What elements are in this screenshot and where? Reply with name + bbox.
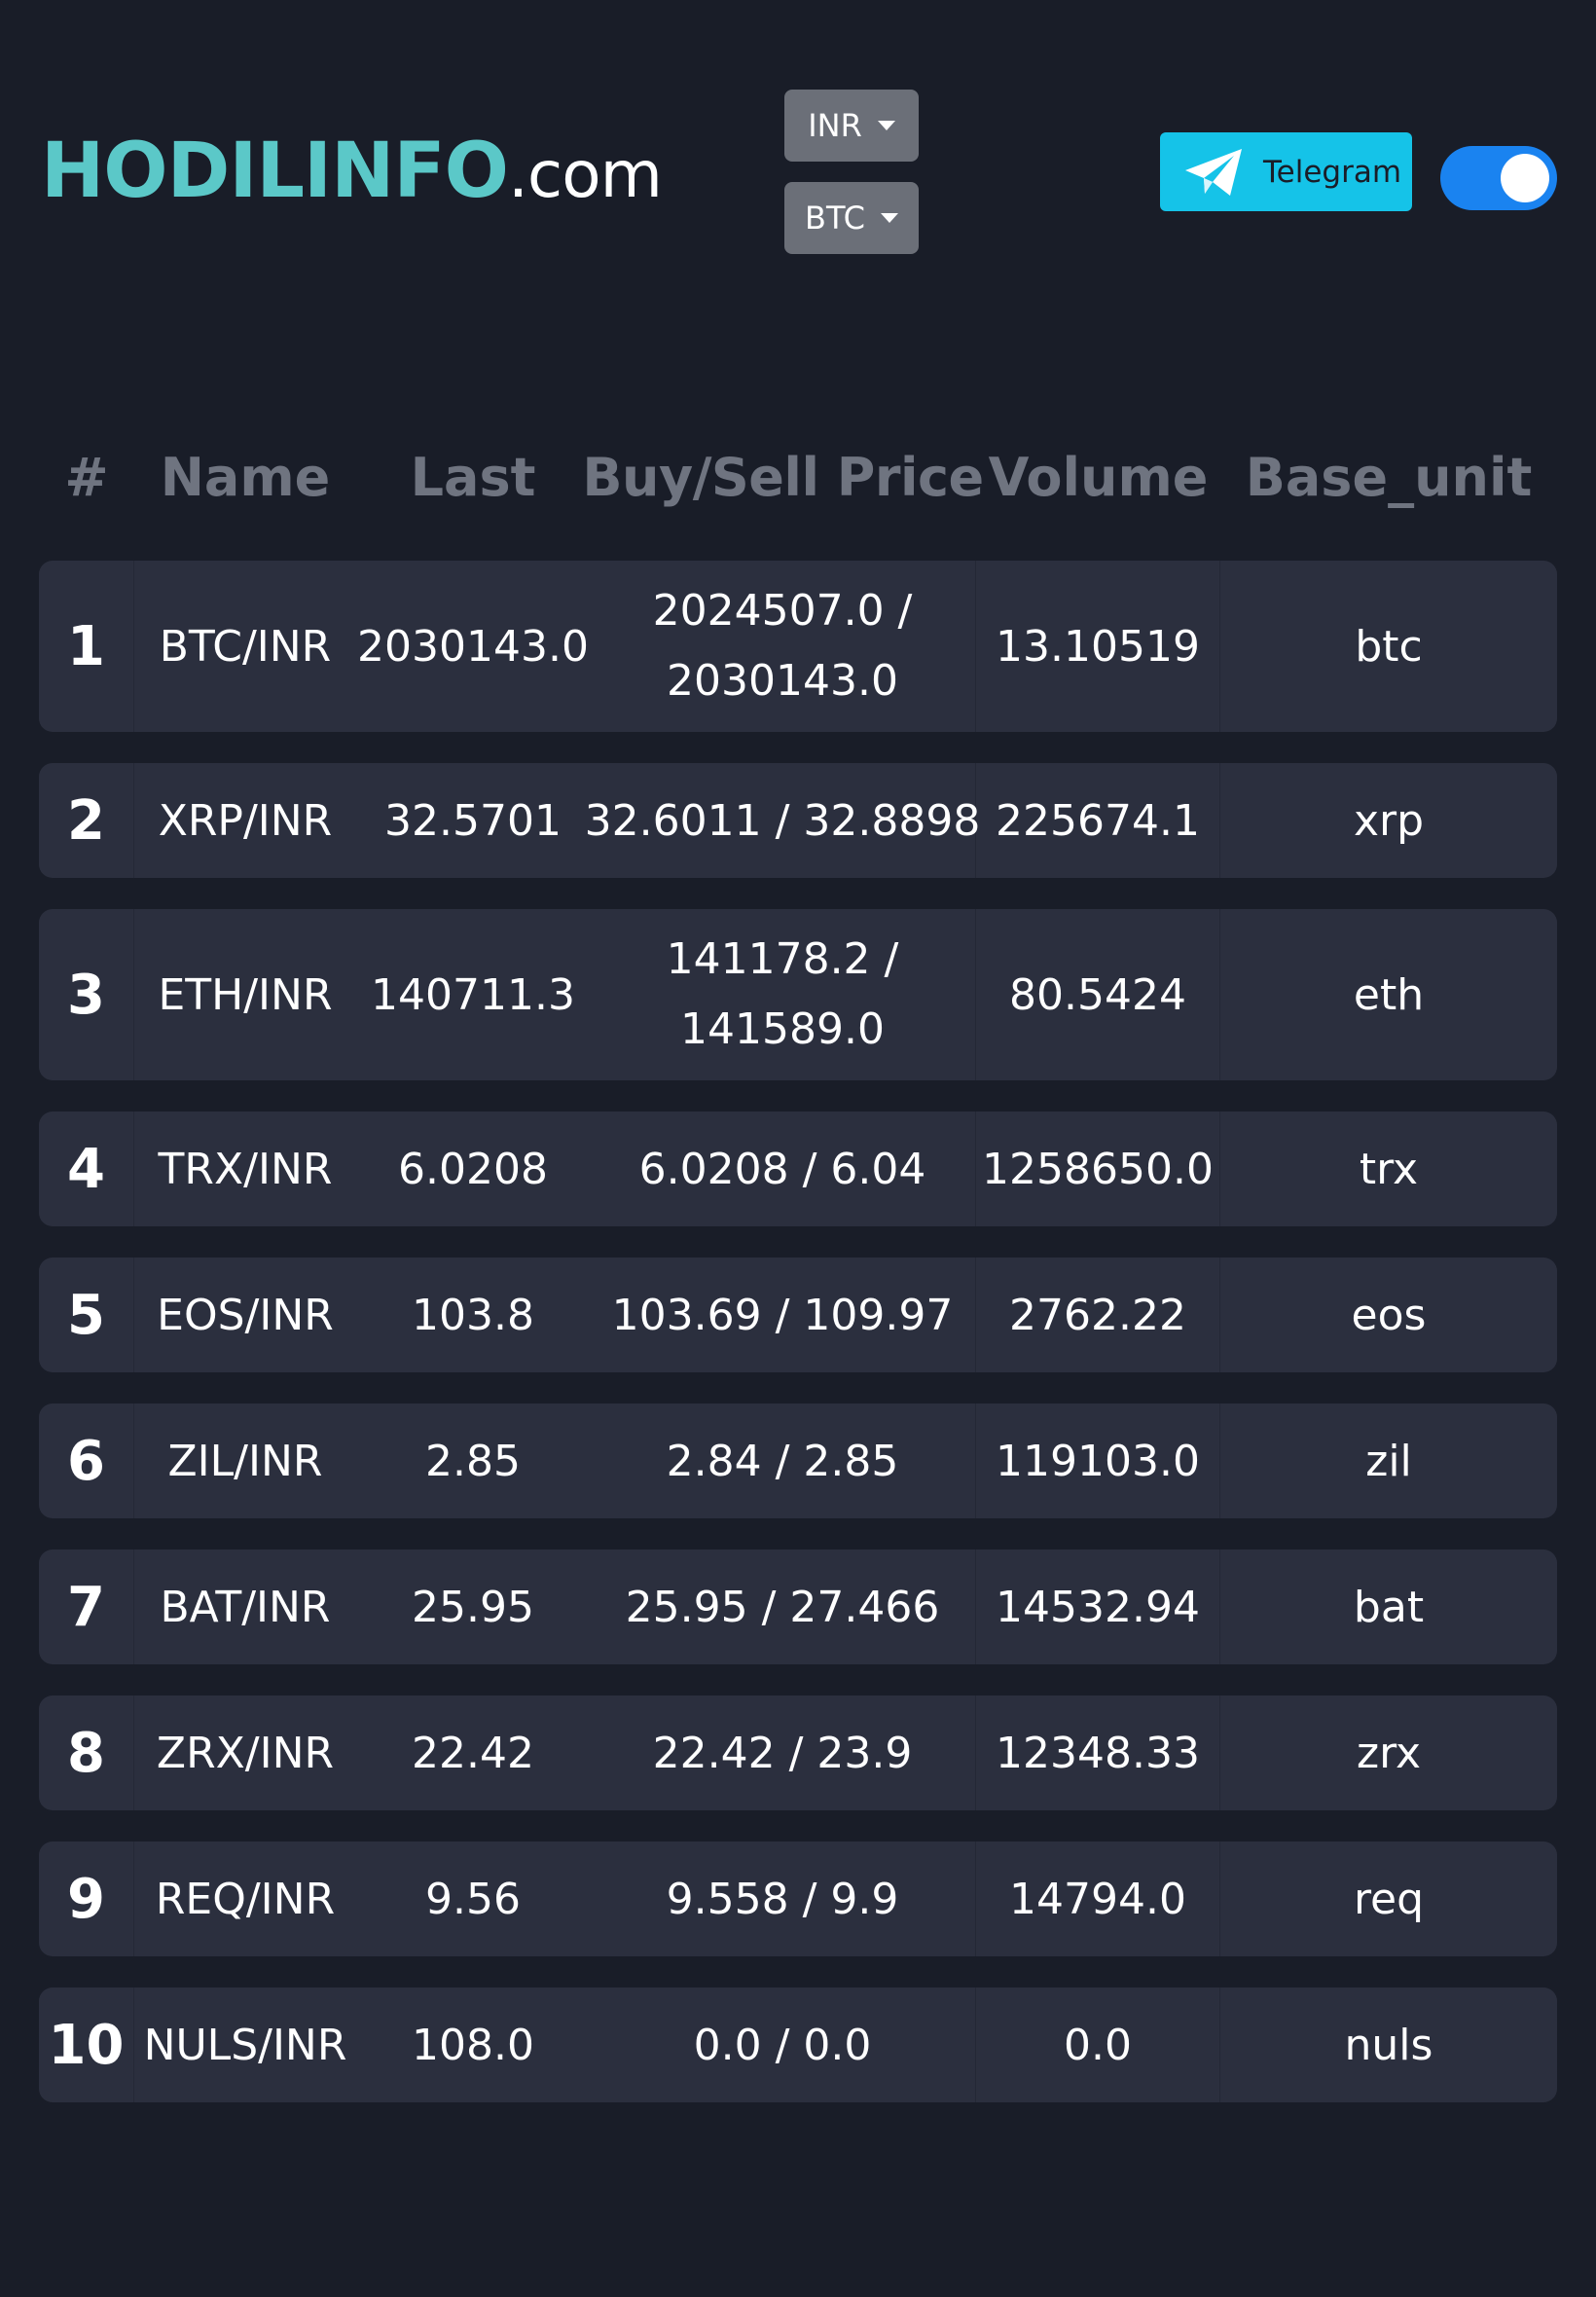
row-name: NULS/INR [143, 2020, 347, 2070]
column-header-name: Name [160, 446, 331, 508]
brand-domain: .com [507, 137, 663, 212]
row-base-unit: eth [1353, 969, 1425, 1020]
row-base-unit: eos [1351, 1290, 1427, 1340]
row-last: 6.0208 [398, 1144, 548, 1194]
telegram-button[interactable]: Telegram [1160, 132, 1412, 211]
table-row: 1 BTC/INR 2030143.0 2024507.0 / 2030143.… [39, 561, 1557, 732]
row-index: 8 [39, 1695, 134, 1810]
row-last: 22.42 [412, 1728, 534, 1778]
row-index: 10 [39, 1987, 134, 2102]
row-buy-sell: 25.95 / 27.466 [590, 1550, 976, 1664]
row-volume: 0.0 [976, 1987, 1220, 2102]
row-name: ZRX/INR [156, 1728, 335, 1778]
row-name: TRX/INR [158, 1144, 333, 1194]
row-index: 2 [39, 763, 134, 878]
caret-down-icon [877, 121, 895, 130]
table-header: # Name Last Buy/Sell Price Volume Base_u… [39, 438, 1557, 516]
row-name: BAT/INR [160, 1582, 331, 1632]
row-buy-sell: 22.42 / 23.9 [590, 1695, 976, 1810]
column-header-buy-sell: Buy/Sell Price [582, 446, 984, 508]
row-volume: 2762.22 [976, 1258, 1220, 1372]
currency-dropdown[interactable]: INR [784, 90, 919, 162]
brand-logo[interactable]: HODILINFO.com [41, 125, 663, 222]
row-base-unit: zil [1365, 1436, 1412, 1486]
row-index: 1 [39, 561, 134, 732]
row-index: 6 [39, 1404, 134, 1518]
row-volume: 1258650.0 [976, 1112, 1220, 1226]
row-last: 9.56 [425, 1874, 521, 1924]
row-volume: 225674.1 [976, 763, 1220, 878]
table-row: 7 BAT/INR 25.95 25.95 / 27.466 14532.94 … [39, 1550, 1557, 1664]
row-last: 140711.3 [371, 969, 575, 1020]
row-base-unit: trx [1359, 1144, 1419, 1194]
table-row: 4 TRX/INR 6.0208 6.0208 / 6.04 1258650.0… [39, 1112, 1557, 1226]
table-row: 9 REQ/INR 9.56 9.558 / 9.9 14794.0 req [39, 1841, 1557, 1956]
toggle-knob [1501, 154, 1549, 202]
row-volume: 119103.0 [976, 1404, 1220, 1518]
row-name: REQ/INR [155, 1874, 336, 1924]
column-header-index: # [64, 446, 109, 508]
row-name: ETH/INR [158, 969, 333, 1020]
row-name: BTC/INR [159, 621, 332, 672]
row-index: 7 [39, 1550, 134, 1664]
row-buy-sell: 141178.2 / 141589.0 [590, 909, 976, 1080]
caret-down-icon [880, 213, 898, 223]
row-volume: 14532.94 [976, 1550, 1220, 1664]
row-buy-sell: 103.69 / 109.97 [590, 1258, 976, 1372]
row-base-unit: nuls [1344, 2020, 1433, 2070]
table-row: 3 ETH/INR 140711.3 141178.2 / 141589.0 8… [39, 909, 1557, 1080]
theme-toggle[interactable] [1440, 146, 1557, 210]
table-row: 10 NULS/INR 108.0 0.0 / 0.0 0.0 nuls [39, 1987, 1557, 2102]
row-buy-sell: 2024507.0 / 2030143.0 [590, 561, 976, 732]
crypto-dropdown-label: BTC [805, 200, 865, 237]
column-header-base-unit: Base_unit [1245, 446, 1533, 508]
row-buy-sell: 0.0 / 0.0 [590, 1987, 976, 2102]
row-last: 108.0 [412, 2020, 534, 2070]
row-base-unit: bat [1353, 1582, 1425, 1632]
telegram-label: Telegram [1263, 154, 1402, 190]
row-index: 4 [39, 1112, 134, 1226]
currency-dropdown-label: INR [808, 107, 862, 144]
row-last: 103.8 [412, 1290, 534, 1340]
row-index: 9 [39, 1841, 134, 1956]
row-buy-sell: 6.0208 / 6.04 [590, 1112, 976, 1226]
row-name: ZIL/INR [167, 1436, 323, 1486]
row-buy-sell: 9.558 / 9.9 [590, 1841, 976, 1956]
header: HODILINFO.com INR BTC Telegram [0, 0, 1596, 292]
column-header-volume: Volume [988, 446, 1209, 508]
row-volume: 12348.33 [976, 1695, 1220, 1810]
row-volume: 80.5424 [976, 909, 1220, 1080]
row-index: 5 [39, 1258, 134, 1372]
row-base-unit: btc [1355, 621, 1423, 672]
table-row: 2 XRP/INR 32.5701 32.6011 / 32.8898 2256… [39, 763, 1557, 878]
paper-plane-icon [1185, 148, 1242, 196]
row-last: 25.95 [412, 1582, 534, 1632]
table-row: 5 EOS/INR 103.8 103.69 / 109.97 2762.22 … [39, 1258, 1557, 1372]
table-row: 6 ZIL/INR 2.85 2.84 / 2.85 119103.0 zil [39, 1404, 1557, 1518]
row-buy-sell: 2.84 / 2.85 [590, 1404, 976, 1518]
brand-name: HODILINFO [41, 128, 509, 215]
row-name: EOS/INR [157, 1290, 334, 1340]
row-last: 2.85 [425, 1436, 521, 1486]
row-base-unit: req [1353, 1874, 1425, 1924]
row-last: 32.5701 [384, 795, 562, 846]
column-header-last: Last [410, 446, 536, 508]
row-volume: 14794.0 [976, 1841, 1220, 1956]
row-volume: 13.10519 [976, 561, 1220, 732]
row-index: 3 [39, 909, 134, 1080]
row-buy-sell: 32.6011 / 32.8898 [585, 763, 980, 878]
table-row: 8 ZRX/INR 22.42 22.42 / 23.9 12348.33 zr… [39, 1695, 1557, 1810]
row-last: 2030143.0 [357, 621, 589, 672]
crypto-dropdown[interactable]: BTC [784, 182, 919, 254]
row-base-unit: xrp [1353, 795, 1425, 846]
row-name: XRP/INR [158, 795, 333, 846]
row-base-unit: zrx [1356, 1728, 1422, 1778]
